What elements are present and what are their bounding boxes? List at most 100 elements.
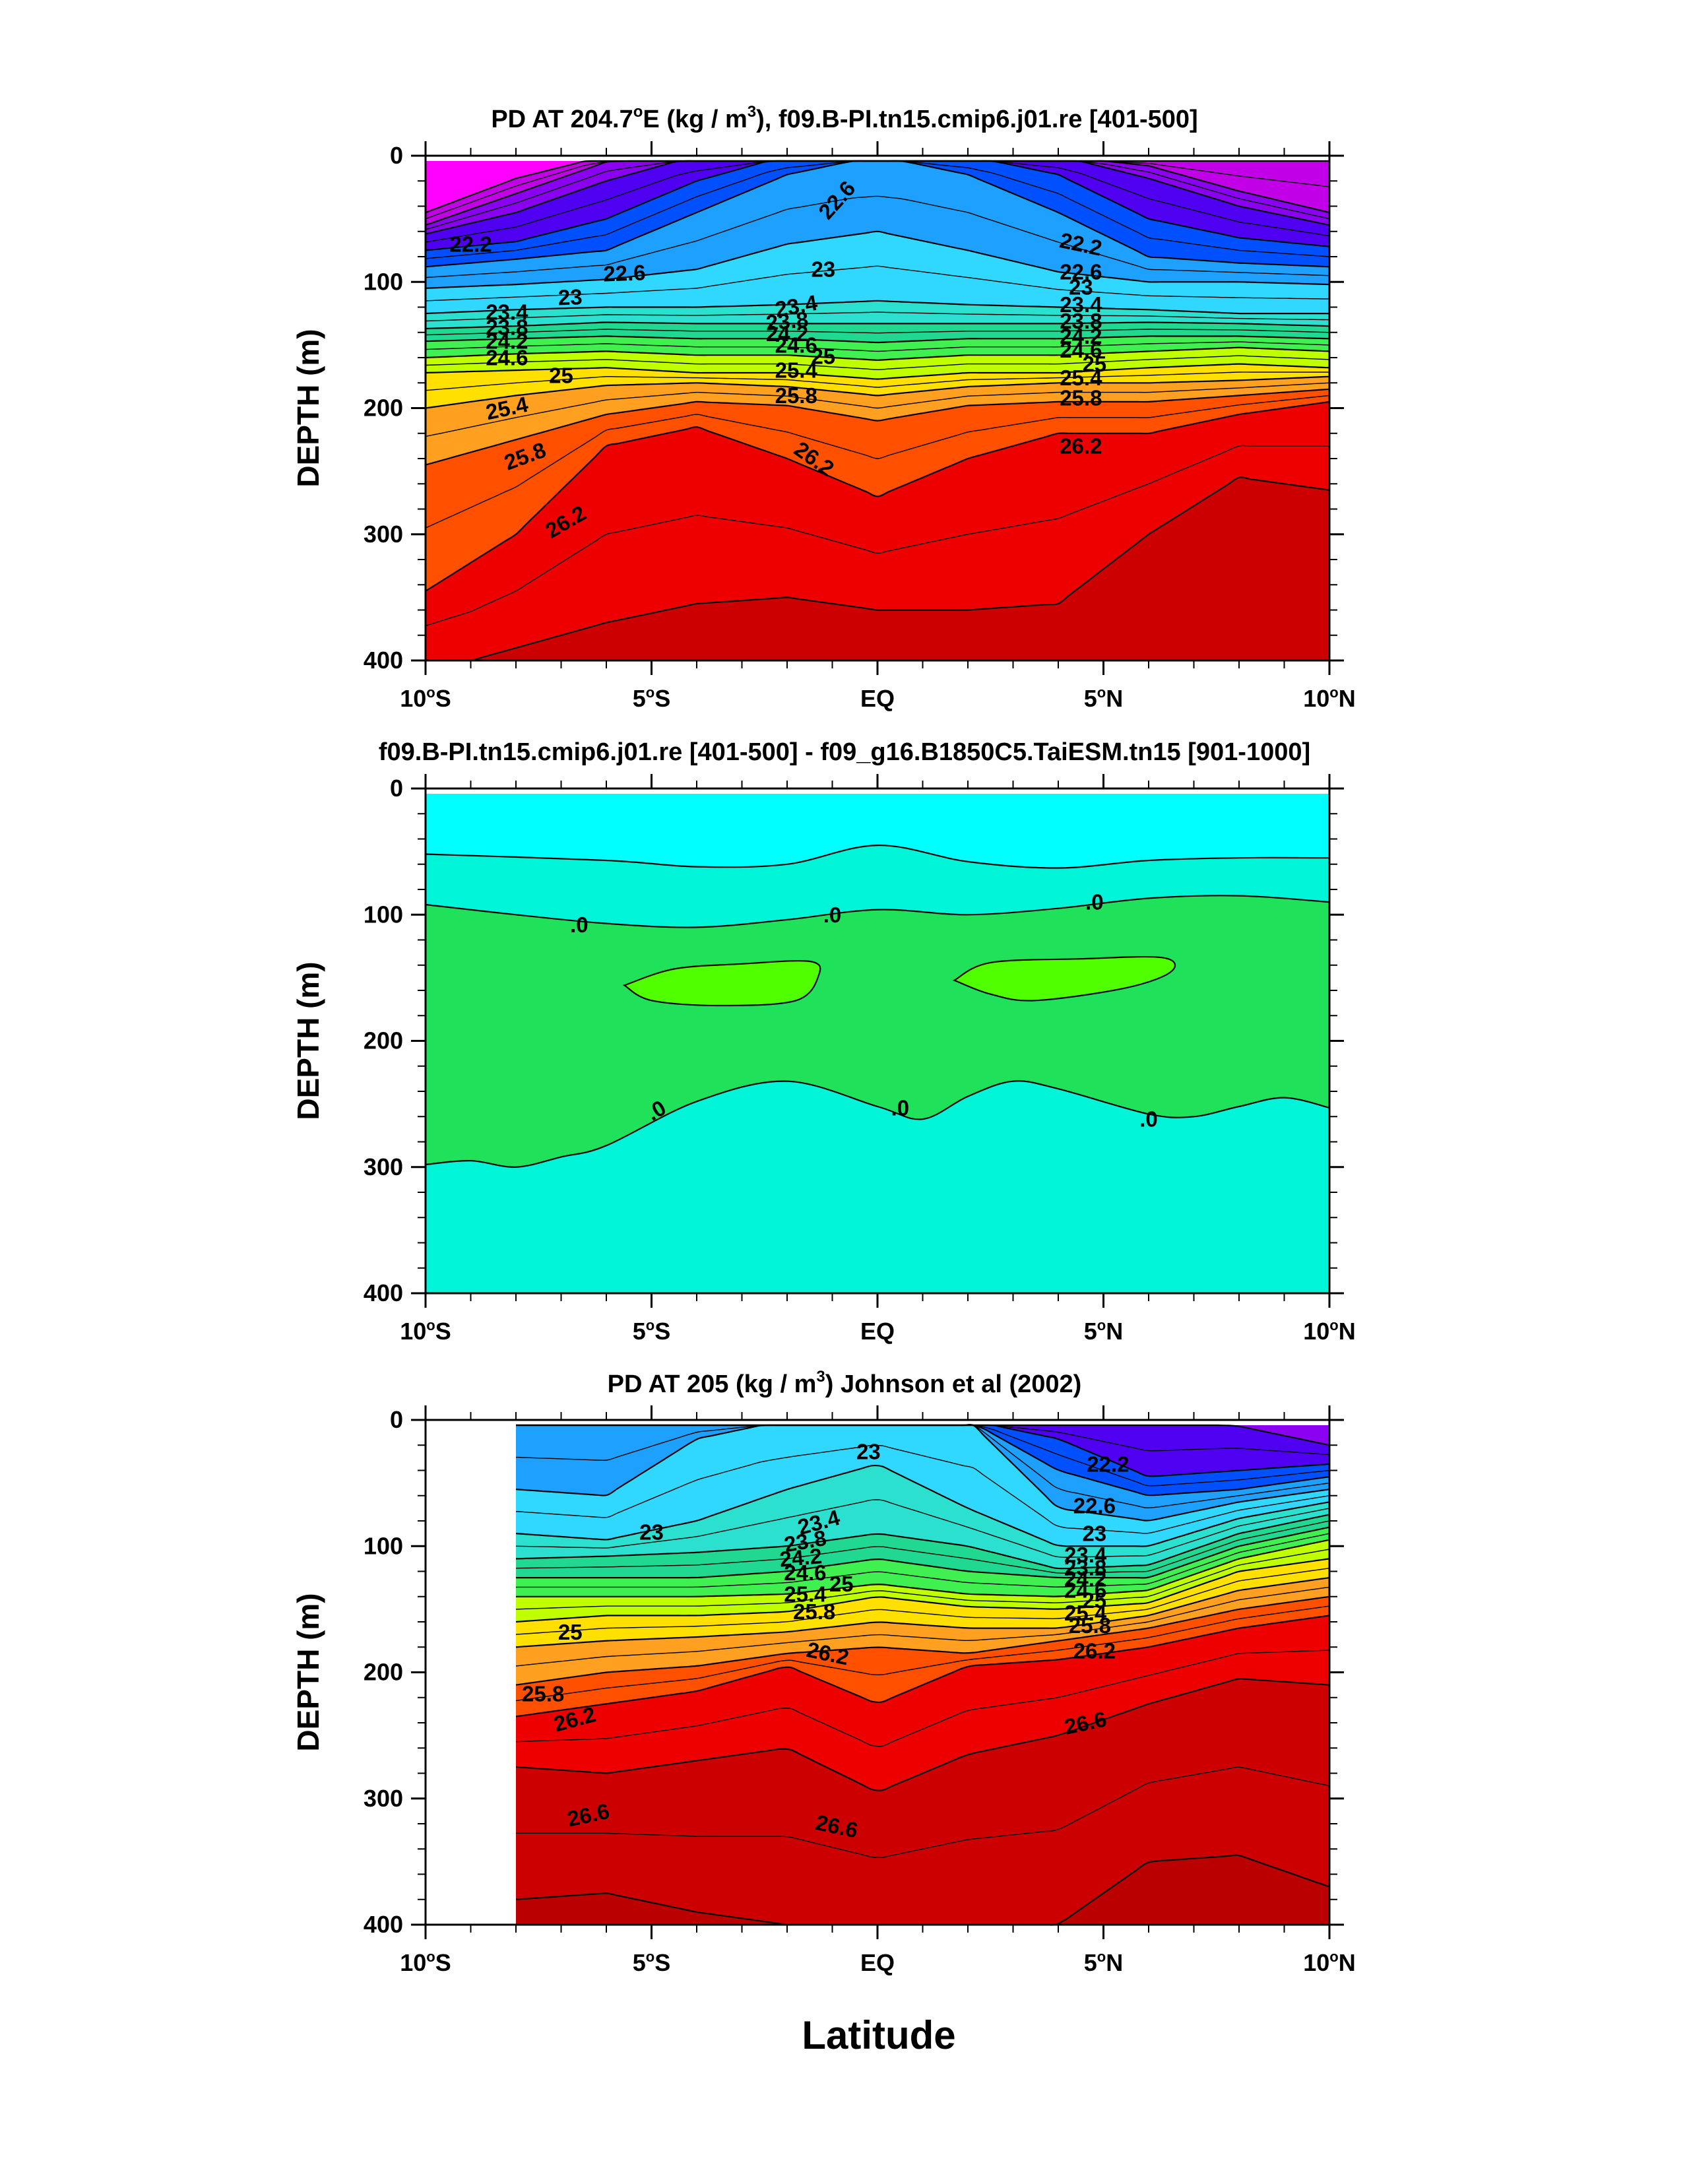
isopycnal-24.6 [425,346,1330,361]
contour-label: 26.2 [1060,434,1102,458]
contour-label: 24.6 [486,346,528,370]
isopycnal-intermediate [425,265,1330,302]
contour-label: 25.4 [784,1582,827,1606]
isopycnal-intermediate [515,1568,1330,1635]
superscript-three: 3 [816,1368,825,1386]
contour-label: .0 [891,1095,910,1120]
panel-model-axes: 0 100 200 300 400 10oS 5oS EQ 5oN 10oN DEPTH (m) [291,141,1356,712]
x-tick-label: 10oS [400,1317,451,1345]
isopycnal-25.8 [425,388,1330,466]
contour-label: 23.4 [1060,292,1102,317]
panel-model-contour-labels: 22.222.62323.423.824.224.62525.425.826.2… [449,176,1106,543]
y-tick-label: 300 [364,1153,403,1180]
contour-label: 24.6 [1064,1578,1106,1603]
y-tick-label: 0 [390,142,403,169]
panel-model-title: PD AT 204.7oE (kg / m3), f09.B-PI.tn15.c… [491,103,1197,133]
contour-label: 22.2 [1087,1452,1129,1476]
positive-anomaly-blob-2 [952,955,1176,1002]
isopycnal-23 [425,230,1330,289]
fill-band-26.6 [516,1679,1329,1925]
isopycnal-23.8 [425,321,1330,330]
y-tick-label: 400 [364,1911,403,1938]
x-tick-label: 5oS [633,684,671,712]
x-tick-label: 10oN [1303,684,1356,712]
x-tick-label: 5oN [1084,1317,1123,1345]
isopycnal-intermediate [425,329,1330,336]
x-tick-label: EQ [860,1318,895,1345]
contour-label: 24.6 [784,1560,826,1585]
y-tick-label: 300 [364,521,403,548]
contour-label: 22.6 [603,260,646,286]
isopycnal-intermediate [425,195,1330,278]
isopycnal-intermediate [515,1444,1330,1534]
y-tick-label: 200 [364,1659,403,1686]
isopycnal-intermediate [515,1520,1330,1574]
y-tick-label: 300 [364,1785,403,1812]
panel-difference-fills [426,794,1329,1293]
y-tick-label: 100 [364,901,403,928]
panel-difference-title: f09.B-PI.tn15.cmip6.j01.re [401-500] - f… [379,738,1310,766]
contour-label: 23 [811,257,835,282]
isopycnal-24.2 [425,335,1330,344]
fill-upper-band [426,845,1329,928]
isopycnal-25 [425,363,1330,380]
contour-label: 22.6 [1060,260,1102,284]
x-tick-label: EQ [860,1949,895,1976]
contour-label: 24.6 [1060,338,1102,362]
contour-label: 25.8 [775,383,817,408]
isopycnal-26.2 [425,401,1330,592]
panel-observation: PD AT 205 (kg / m3) Johnson et al (2002)… [291,1368,1356,1976]
x-tick-label: 5oN [1084,1948,1123,1976]
isopycnal-intermediate [515,1650,1330,1747]
x-tick-label: 10oS [400,1948,451,1976]
contour-label: 23.8 [765,307,809,335]
contour-label: 26.2 [1073,1639,1116,1663]
contour-label: 25.8 [1060,386,1102,410]
contour-label: 25 [1082,352,1106,376]
isopycnal-25.4 [515,1577,1330,1648]
contour-label: 24.2 [766,321,808,346]
y-tick-label: 0 [390,1406,403,1433]
y-axis-label: DEPTH (m) [291,1593,325,1751]
contour-label: 23 [558,284,583,309]
isopycnal-intermediate [425,341,1330,352]
y-axis-label: DEPTH (m) [291,961,325,1120]
contour-label: 25.4 [1064,1601,1107,1625]
zero-contour-3 [425,1080,1330,1168]
contour-label: 23.8 [1064,1555,1106,1580]
contour-label: 23.8 [486,315,528,340]
y-tick-label: 0 [390,775,403,802]
y-tick-label: 200 [364,395,403,422]
contour-label: 25 [829,1572,854,1596]
isopycnal-26.2 [515,1615,1330,1718]
zero-contour-1 [425,844,1330,869]
isopycnal-intermediate [425,395,1330,529]
isopycnal-intermediate [425,371,1329,391]
x-tick-label: 5oS [633,1317,671,1345]
isopycnal-26.4 [426,476,1330,662]
contour-label: 24.6 [775,333,817,357]
fill-band-26.8 [516,1855,1329,1925]
x-tick-label: EQ [860,685,895,712]
y-tick-label: 100 [364,1532,403,1559]
superscript-three: 3 [748,103,756,121]
contour-label: .0 [570,913,589,937]
y-tick-label: 400 [364,1279,403,1306]
isopycnal-intermediate [515,1424,1330,1508]
contour-label: 25 [549,363,573,387]
y-tick-label: 400 [364,647,403,674]
contour-label: 23 [1069,274,1093,299]
contour-label: 23.8 [1060,309,1102,333]
contour-label: 25 [1082,1588,1106,1613]
isopycnal-intermediate [515,1586,1330,1667]
contour-label: 25.4 [1060,366,1102,390]
contour-label: 24.2 [1064,1567,1106,1591]
panel-observation-title: PD AT 205 (kg / m3) Johnson et al (2002) [608,1368,1082,1398]
contour-label: .0 [1085,890,1104,915]
x-tick-label: 10oN [1303,1317,1356,1345]
isopycnal-intermediate [425,311,1330,322]
isopycnal-intermediate [515,1533,1330,1588]
positive-anomaly-blob-1 [622,960,821,1007]
isopycnal-intermediate [516,1766,1330,1859]
isopycnal-intermediate [515,1499,1330,1558]
